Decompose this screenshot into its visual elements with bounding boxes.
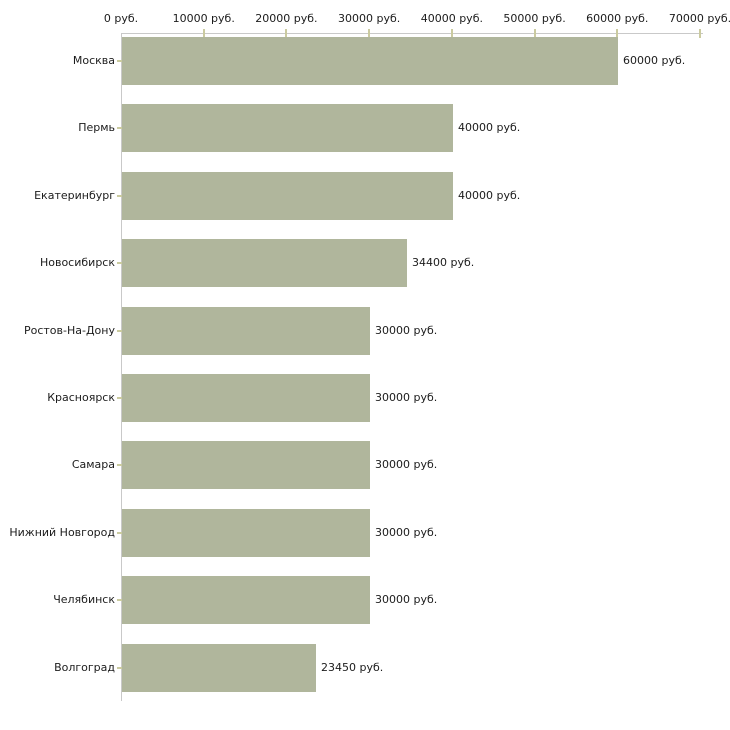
- x-axis-line: [121, 33, 703, 34]
- x-axis-tick-label: 60000 руб.: [586, 12, 649, 25]
- category-tick-mark: [117, 127, 125, 129]
- category-label: Нижний Новгород: [9, 526, 115, 539]
- category-label: Волгоград: [54, 661, 115, 674]
- value-label: 40000 руб.: [458, 121, 521, 134]
- category-tick-mark: [117, 599, 125, 601]
- category-label: Москва: [72, 54, 115, 67]
- x-axis-tick-label: 0 руб.: [103, 12, 139, 25]
- category-label: Ростов-На-Дону: [23, 324, 115, 337]
- x-axis-tick-mark: [699, 29, 701, 38]
- value-label: 30000 руб.: [375, 593, 438, 606]
- x-axis-tick-label: 50000 руб.: [503, 12, 566, 25]
- category-label: Челябинск: [53, 593, 115, 606]
- category-tick-mark: [117, 397, 125, 399]
- category-label: Екатеринбург: [34, 189, 115, 202]
- category-tick-mark: [117, 667, 125, 669]
- x-axis-tick-label: 70000 руб.: [668, 12, 730, 25]
- value-label: 60000 руб.: [623, 54, 686, 67]
- bar-1: [122, 37, 618, 85]
- value-label: 30000 руб.: [375, 526, 438, 539]
- bar-4: [122, 239, 407, 287]
- value-label: 30000 руб.: [375, 391, 438, 404]
- bar-9: [122, 576, 370, 624]
- x-axis-tick-label: 10000 руб.: [172, 12, 235, 25]
- category-tick-mark: [117, 464, 125, 466]
- category-label: Красноярск: [47, 391, 115, 404]
- category-tick-mark: [117, 60, 125, 62]
- category-tick-mark: [117, 532, 125, 534]
- x-axis-tick-label: 30000 руб.: [338, 12, 401, 25]
- bar-5: [122, 307, 370, 355]
- value-label: 30000 руб.: [375, 324, 438, 337]
- value-label: 23450 руб.: [321, 661, 384, 674]
- x-axis-tick-mark: [368, 29, 371, 38]
- x-axis-tick-label: 40000 руб.: [420, 12, 483, 25]
- value-label: 34400 руб.: [412, 256, 475, 269]
- value-label: 40000 руб.: [458, 189, 521, 202]
- category-label: Новосибирск: [39, 256, 115, 269]
- bar-8: [122, 509, 370, 557]
- bar-6: [122, 374, 370, 422]
- bar-3: [122, 172, 453, 220]
- x-axis-tick-mark: [450, 29, 453, 38]
- bar-7: [122, 441, 370, 489]
- category-label: Самара: [71, 458, 115, 471]
- category-label: Пермь: [78, 121, 115, 134]
- x-axis-tick-mark: [285, 29, 288, 38]
- x-axis-tick-mark: [202, 29, 205, 38]
- bar-2: [122, 104, 453, 152]
- value-label: 30000 руб.: [375, 458, 438, 471]
- category-tick-mark: [117, 330, 125, 332]
- category-tick-mark: [117, 262, 125, 264]
- y-axis-line: [121, 33, 122, 701]
- category-tick-mark: [117, 195, 125, 197]
- x-axis-tick-label: 20000 руб.: [255, 12, 318, 25]
- bar-10: [122, 644, 316, 692]
- x-axis-tick-mark: [533, 29, 536, 38]
- x-axis-tick-mark: [616, 29, 619, 38]
